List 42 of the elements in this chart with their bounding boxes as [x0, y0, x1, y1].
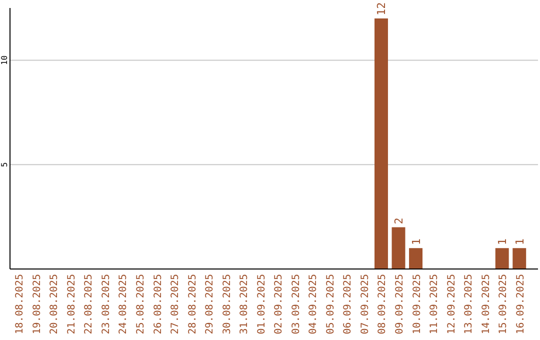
x-tick-label: 23.08.2025 [100, 274, 112, 334]
y-tick-label: 5 [0, 162, 9, 168]
bar [495, 248, 509, 269]
x-tick-label: 25.08.2025 [136, 274, 146, 334]
x-tick-label: 15.09.2025 [498, 274, 510, 334]
x-tick-label: 08.09.2025 [377, 274, 388, 334]
x-tick-label: 14.09.2025 [480, 274, 492, 334]
x-tick-label: 28.08.2025 [187, 274, 198, 334]
x-tick-label: 29.08.2025 [204, 274, 216, 334]
x-tick-label: 10.09.2025 [412, 274, 423, 334]
data-label: 1 [410, 238, 423, 246]
x-tick-label: 13.09.2025 [464, 274, 475, 334]
x-tick-label: 02.09.2025 [274, 274, 285, 334]
data-label: 2 [392, 218, 406, 224]
x-tick-label: 04.09.2025 [308, 274, 320, 334]
x-tick-label: 11.09.2025 [429, 274, 440, 334]
bar [512, 248, 526, 269]
x-tick-label: 03.09.2025 [290, 274, 302, 334]
bar [374, 18, 388, 269]
bar [392, 227, 406, 269]
data-label: 12 [375, 2, 388, 16]
x-tick-label: 19.08.2025 [32, 274, 43, 334]
x-tick-label: 30.08.2025 [222, 274, 233, 334]
x-tick-label: 31.08.2025 [239, 274, 250, 334]
x-tick-label: 12.09.2025 [446, 274, 458, 334]
x-tick-label: 07.09.2025 [360, 274, 371, 334]
x-tick-label: 20.08.2025 [49, 274, 60, 334]
x-tick-label: 18.08.2025 [14, 274, 26, 334]
x-tick-label: 05.09.2025 [325, 274, 336, 334]
data-label: 1 [496, 238, 510, 246]
x-tick-label: 21.08.2025 [66, 274, 78, 334]
x-tick-label: 22.08.2025 [84, 274, 95, 334]
x-tick-label: 26.08.2025 [152, 274, 164, 334]
y-tick-label: 10 [0, 55, 9, 66]
x-tick-label: 24.08.2025 [118, 274, 130, 334]
x-tick-label: 16.09.2025 [515, 274, 526, 334]
bar [409, 248, 422, 269]
x-tick-label: 09.09.2025 [394, 274, 406, 334]
x-tick-label: 27.08.2025 [170, 274, 182, 334]
x-tick-label: 06.09.2025 [342, 274, 354, 334]
x-tick-label: 01.09.2025 [256, 274, 268, 334]
data-label: 1 [513, 238, 526, 246]
